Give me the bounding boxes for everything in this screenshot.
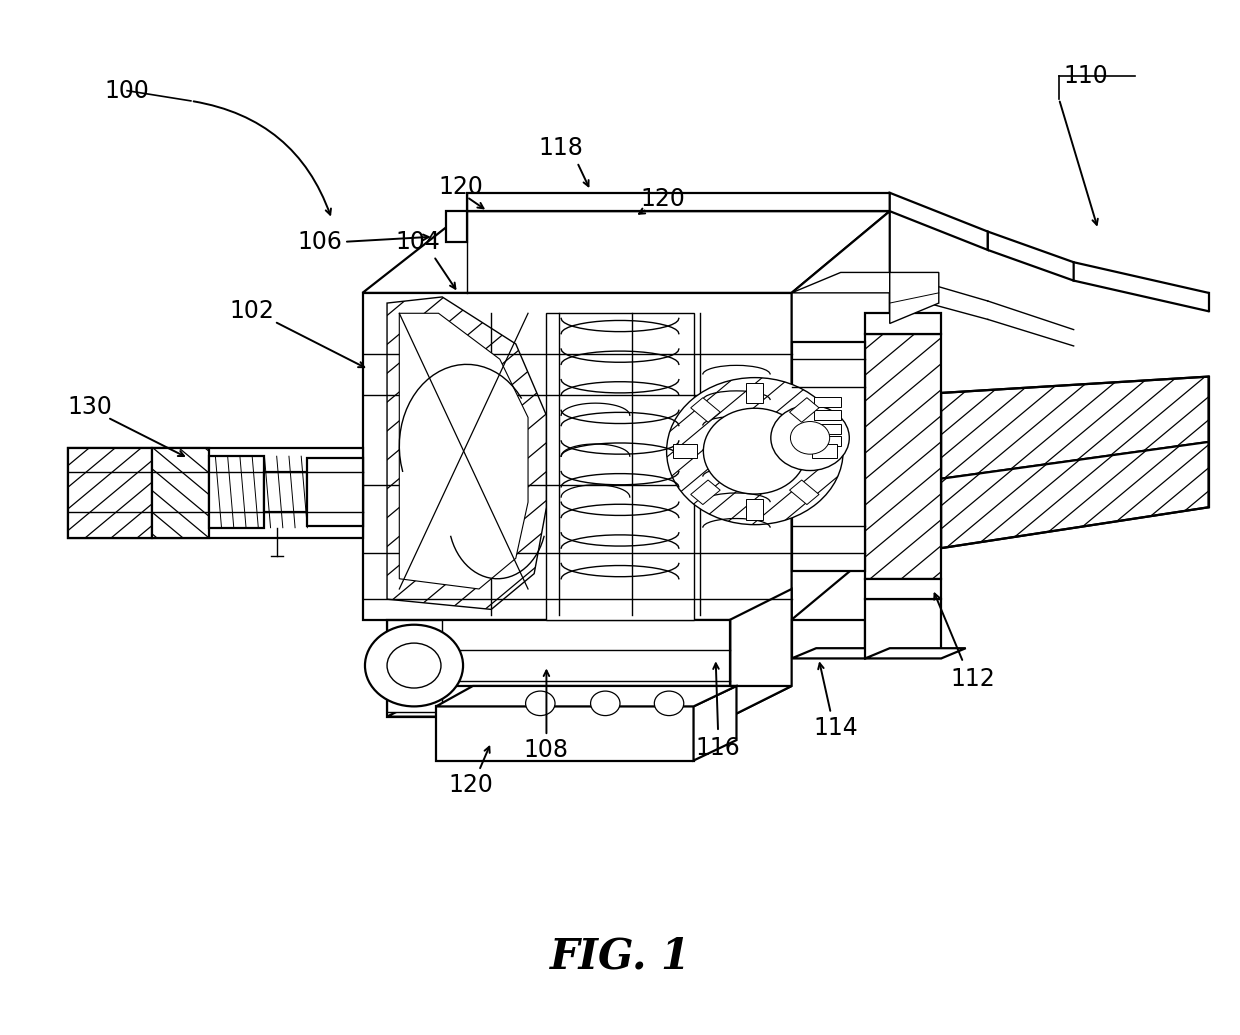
Bar — [746, 383, 764, 404]
Text: 112: 112 — [951, 667, 996, 690]
Bar — [790, 397, 820, 422]
Polygon shape — [387, 297, 547, 610]
Circle shape — [703, 408, 806, 494]
Polygon shape — [399, 314, 528, 589]
Bar — [691, 397, 720, 422]
Bar — [813, 423, 841, 434]
Circle shape — [365, 625, 463, 707]
Polygon shape — [890, 272, 939, 324]
Polygon shape — [667, 378, 843, 525]
Polygon shape — [988, 232, 1074, 280]
Polygon shape — [68, 448, 151, 538]
Polygon shape — [866, 610, 890, 658]
Text: 116: 116 — [696, 736, 740, 761]
Polygon shape — [151, 448, 210, 538]
Polygon shape — [791, 272, 890, 293]
Text: 118: 118 — [538, 136, 584, 159]
Polygon shape — [866, 579, 941, 599]
Text: 110: 110 — [1064, 64, 1109, 88]
Bar — [813, 436, 841, 446]
Polygon shape — [791, 211, 890, 620]
Polygon shape — [387, 686, 791, 716]
Circle shape — [771, 405, 849, 471]
Circle shape — [790, 421, 830, 454]
Polygon shape — [68, 448, 151, 538]
Polygon shape — [547, 314, 693, 620]
Polygon shape — [210, 456, 264, 528]
Bar — [813, 410, 841, 420]
Text: 120: 120 — [448, 773, 492, 797]
Text: 120: 120 — [641, 187, 686, 211]
Circle shape — [590, 691, 620, 715]
Polygon shape — [866, 648, 966, 658]
Polygon shape — [362, 293, 791, 620]
Text: 104: 104 — [396, 230, 440, 254]
Polygon shape — [866, 333, 941, 579]
Polygon shape — [362, 211, 890, 293]
Polygon shape — [866, 314, 941, 333]
Bar — [746, 499, 764, 520]
Polygon shape — [941, 377, 1209, 479]
Text: 114: 114 — [813, 716, 858, 740]
Polygon shape — [387, 620, 730, 716]
Polygon shape — [68, 448, 362, 538]
Polygon shape — [308, 459, 362, 526]
Polygon shape — [866, 333, 941, 579]
Polygon shape — [387, 620, 443, 711]
Text: FIG. 1: FIG. 1 — [549, 936, 691, 978]
Polygon shape — [151, 448, 210, 538]
Polygon shape — [791, 342, 866, 570]
Polygon shape — [264, 472, 308, 512]
Circle shape — [667, 378, 843, 525]
Polygon shape — [941, 442, 1209, 549]
Bar — [790, 480, 820, 504]
Text: 108: 108 — [525, 738, 569, 763]
Polygon shape — [890, 193, 988, 250]
Polygon shape — [730, 589, 791, 716]
Bar — [813, 397, 841, 407]
Text: 100: 100 — [104, 79, 150, 102]
Polygon shape — [791, 620, 866, 658]
Circle shape — [526, 691, 556, 715]
Bar — [691, 480, 720, 504]
Polygon shape — [941, 442, 1209, 549]
Polygon shape — [693, 686, 737, 761]
Polygon shape — [436, 707, 693, 761]
Polygon shape — [387, 297, 547, 610]
Text: 130: 130 — [68, 395, 113, 419]
Text: 120: 120 — [438, 175, 484, 199]
Text: 106: 106 — [298, 230, 342, 254]
Bar — [673, 444, 697, 459]
Polygon shape — [866, 599, 941, 658]
Polygon shape — [446, 211, 466, 242]
Circle shape — [387, 643, 441, 688]
Bar — [812, 444, 837, 459]
Polygon shape — [466, 193, 890, 211]
Text: 102: 102 — [229, 299, 274, 323]
Polygon shape — [436, 686, 737, 707]
Polygon shape — [941, 377, 1209, 479]
Circle shape — [655, 691, 683, 715]
Polygon shape — [791, 648, 890, 658]
